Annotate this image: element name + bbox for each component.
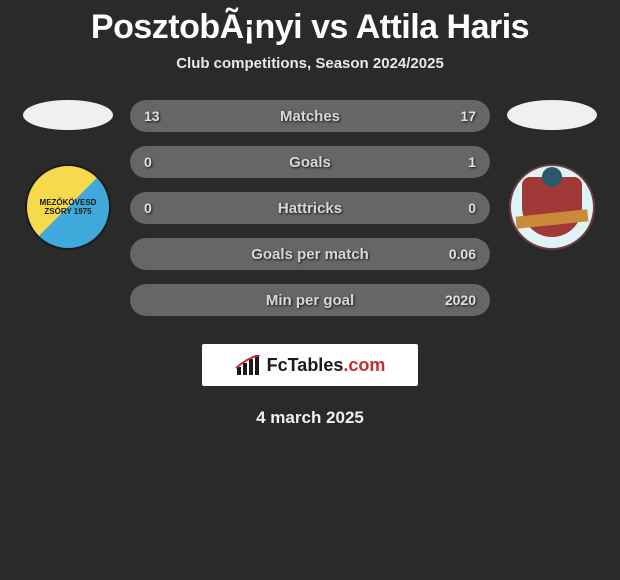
stat-label: Hattricks bbox=[278, 200, 342, 217]
stat-label: Goals bbox=[289, 154, 331, 171]
stat-bar-left bbox=[130, 284, 188, 316]
brand-suffix: .com bbox=[343, 355, 385, 375]
stat-row: 13 17 Matches bbox=[130, 100, 490, 132]
stat-value-left: 0 bbox=[144, 154, 152, 170]
stat-row: 2020 Min per goal bbox=[130, 284, 490, 316]
page-title: PosztobÃ¡nyi vs Attila Haris bbox=[0, 8, 620, 47]
stat-value-right: 0.06 bbox=[449, 246, 476, 262]
stat-row: 0.06 Goals per match bbox=[130, 238, 490, 270]
date-line: 4 march 2025 bbox=[0, 408, 620, 428]
page-subtitle: Club competitions, Season 2024/2025 bbox=[0, 55, 620, 72]
stat-value-right: 2020 bbox=[445, 292, 476, 308]
stat-value-left: 13 bbox=[144, 108, 160, 124]
stat-row: 0 0 Hattricks bbox=[130, 192, 490, 224]
stat-label: Matches bbox=[280, 108, 340, 125]
stat-row: 0 1 Goals bbox=[130, 146, 490, 178]
club-left-crest: MEZŐKÖVESD ZSÓRY 1975 bbox=[25, 164, 111, 250]
stat-value-right: 17 bbox=[460, 108, 476, 124]
stats-column: 13 17 Matches 0 1 Goals 0 0 Hattricks 0.06 Goals p… bbox=[130, 100, 490, 330]
brand-name: FcTables bbox=[267, 355, 344, 375]
club-right-crest-banner bbox=[516, 209, 589, 228]
comparison-body: MEZŐKÖVESD ZSÓRY 1975 13 17 Matches 0 1 Goals… bbox=[0, 100, 620, 330]
brand-text: FcTables.com bbox=[267, 355, 386, 376]
stat-value-right: 1 bbox=[468, 154, 476, 170]
stat-value-left: 0 bbox=[144, 200, 152, 216]
club-left-crest-text: MEZŐKÖVESD ZSÓRY 1975 bbox=[27, 198, 109, 216]
player-right-column bbox=[502, 100, 602, 250]
stat-bar-left bbox=[130, 146, 180, 178]
player-right-photo-placeholder bbox=[507, 100, 597, 130]
brand-chart-icon bbox=[235, 355, 261, 375]
club-right-crest-emblem bbox=[542, 167, 562, 187]
player-left-column: MEZŐKÖVESD ZSÓRY 1975 bbox=[18, 100, 118, 250]
stat-bar-right bbox=[180, 146, 490, 178]
stat-bar-left bbox=[130, 238, 188, 270]
stat-label: Min per goal bbox=[266, 292, 354, 309]
stat-value-right: 0 bbox=[468, 200, 476, 216]
club-right-crest bbox=[509, 164, 595, 250]
club-right-crest-shield bbox=[522, 177, 582, 237]
player-left-photo-placeholder bbox=[23, 100, 113, 130]
brand-badge[interactable]: FcTables.com bbox=[202, 344, 418, 386]
stat-label: Goals per match bbox=[251, 246, 369, 263]
